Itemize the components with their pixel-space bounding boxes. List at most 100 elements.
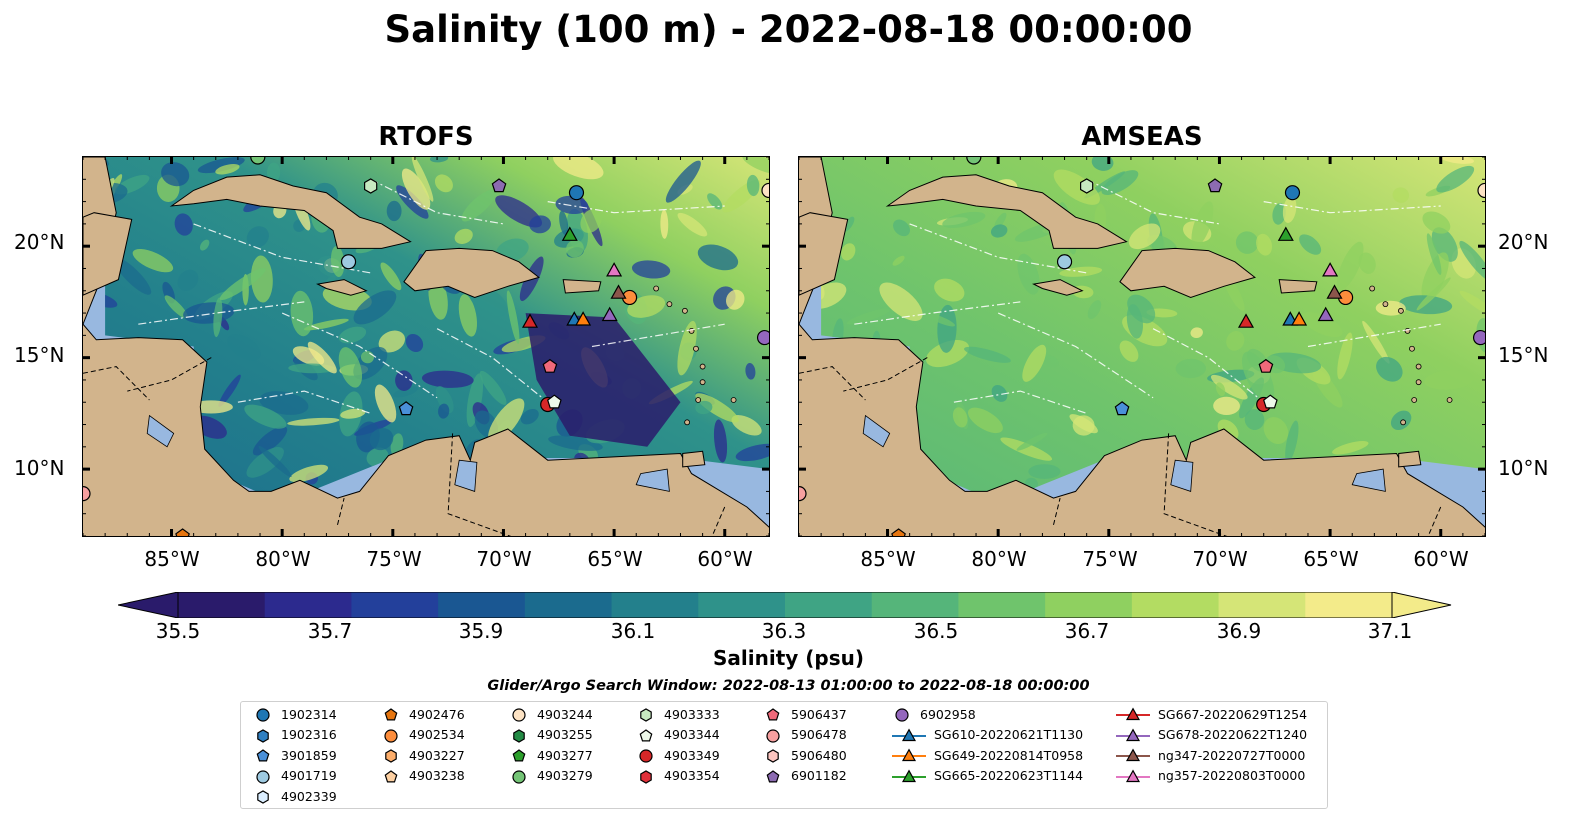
- marker-6901182[interactable]: [491, 178, 507, 193]
- marker-4903344[interactable]: [1262, 394, 1278, 409]
- marker-4901719[interactable]: [1056, 254, 1073, 270]
- legend-label: 4902339: [281, 788, 337, 804]
- legend-item: 4903277: [509, 745, 593, 765]
- legend-marker-4903349[interactable]: [639, 749, 653, 763]
- colorbar-tick-label: 37.1: [1367, 619, 1413, 643]
- marker-SG665-20220623T1144[interactable]: [1277, 226, 1294, 241]
- marker-4903344[interactable]: [546, 394, 562, 409]
- marker-1902314[interactable]: [1284, 185, 1301, 201]
- legend-marker-4903227[interactable]: [385, 749, 397, 763]
- circle-marker-icon: [512, 769, 526, 784]
- marker-SG665-20220623T1144[interactable]: [561, 226, 578, 241]
- legend-item: 4902476: [381, 704, 465, 724]
- marker-3901859[interactable]: [1114, 401, 1130, 416]
- legend-marker-SG665-20220623T1144[interactable]: [901, 768, 917, 782]
- lon-tick-label: 85°W: [860, 547, 916, 571]
- marker-4902476[interactable]: [891, 528, 906, 536]
- colorbar-tick-label: 36.3: [761, 619, 807, 643]
- legend-marker-5906480[interactable]: [767, 749, 779, 763]
- marker-3901859[interactable]: [398, 401, 414, 416]
- legend-marker-1902314[interactable]: [256, 708, 270, 722]
- hexagon-marker-icon: [640, 769, 652, 784]
- marker-6902958[interactable]: [1472, 329, 1485, 346]
- colorbar-segment: [438, 592, 526, 618]
- legend-label: SG665-20220623T1144: [934, 768, 1084, 783]
- marker-4903333[interactable]: [364, 178, 378, 194]
- marker-4903244[interactable]: [1477, 182, 1485, 199]
- legend-label: 4903277: [537, 747, 593, 763]
- colorbar-segment: [871, 592, 959, 618]
- legend-label: SG667-20220629T1254: [1158, 706, 1308, 722]
- marker-4901719[interactable]: [340, 254, 357, 270]
- legend-marker-6901182[interactable]: [766, 769, 780, 782]
- legend-marker-SG649-20220814T0958[interactable]: [901, 748, 917, 762]
- marker-5906437[interactable]: [542, 358, 558, 373]
- colorbar-segment: [178, 592, 266, 618]
- legend-marker-4903333[interactable]: [640, 708, 652, 722]
- marker-6901182[interactable]: [1207, 178, 1223, 193]
- legend-marker-4903244[interactable]: [512, 708, 526, 722]
- lon-tick-label: 65°W: [1303, 547, 1359, 571]
- salinity-map-rtofs: [83, 157, 769, 536]
- lat-tick-label: 20°N: [14, 230, 65, 254]
- marker-SG667-20220629T1254[interactable]: [521, 313, 539, 328]
- marker-4903333[interactable]: [1080, 178, 1094, 194]
- legend-label: ng347-20220727T0000: [1158, 747, 1306, 763]
- legend-label: 4903349: [664, 747, 720, 763]
- legend-marker-1902316[interactable]: [257, 728, 269, 743]
- lat-tick-label: 15°N: [1498, 343, 1549, 367]
- hexagon-marker-icon: [767, 749, 779, 763]
- legend-marker-4901719[interactable]: [256, 769, 270, 784]
- marker-SG667-20220629T1254[interactable]: [1237, 313, 1255, 328]
- legend-marker-SG610-20220621T1130[interactable]: [901, 727, 917, 741]
- legend-label: 4902534: [409, 727, 465, 742]
- marker-6902958[interactable]: [756, 329, 769, 346]
- marker-ng347-20220727T0000[interactable]: [1326, 284, 1343, 299]
- marker-5906478[interactable]: [799, 486, 807, 502]
- marker-ng357-20220803T0000[interactable]: [1322, 262, 1339, 277]
- legend-label: 1902314: [281, 706, 337, 722]
- legend-marker-4902339[interactable]: [257, 790, 269, 804]
- legend-label: 3901859: [281, 747, 337, 763]
- legend-marker-3901859[interactable]: [256, 749, 270, 762]
- marker-4903244[interactable]: [761, 182, 769, 199]
- legend-marker-4903354[interactable]: [640, 769, 652, 784]
- triangle-line-marker-icon: [892, 768, 926, 782]
- marker-ng347-20220727T0000[interactable]: [610, 284, 627, 299]
- lon-tick-label: 70°W: [1192, 547, 1248, 571]
- legend-marker-SG678-20220622T1240[interactable]: [1125, 727, 1141, 741]
- marker-SG649-20220814T0958[interactable]: [1291, 311, 1308, 326]
- legend-label: 4903333: [664, 706, 720, 722]
- map-panel-amseas[interactable]: [798, 156, 1486, 537]
- legend-marker-4903238[interactable]: [384, 769, 398, 782]
- legend-marker-ng357-20220803T0000[interactable]: [1125, 768, 1141, 782]
- legend-marker-4903277[interactable]: [512, 749, 526, 762]
- marker-5906478[interactable]: [83, 486, 91, 502]
- legend-marker-4902534[interactable]: [384, 728, 398, 743]
- marker-ng357-20220803T0000[interactable]: [606, 262, 623, 277]
- legend-marker-SG667-20220629T1254[interactable]: [1125, 707, 1141, 721]
- circle-marker-icon: [639, 749, 653, 763]
- legend-marker-5906478[interactable]: [766, 728, 780, 743]
- legend-item: ng357-20220803T0000: [1116, 766, 1305, 786]
- marker-SG649-20220814T0958[interactable]: [575, 311, 592, 326]
- legend-marker-ng347-20220727T0000[interactable]: [1125, 748, 1141, 762]
- marker-SG678-20220622T1240[interactable]: [601, 306, 618, 322]
- marker-4903279[interactable]: [250, 157, 266, 165]
- legend-marker-4903344[interactable]: [639, 728, 653, 741]
- legend-marker-4903255[interactable]: [513, 728, 525, 743]
- legend-marker-6902958[interactable]: [895, 708, 909, 722]
- legend-marker-4902476[interactable]: [384, 708, 398, 721]
- marker-4903279[interactable]: [966, 157, 982, 165]
- colorbar-segment: [1131, 592, 1220, 618]
- colorbar-segment: [264, 592, 352, 618]
- map-panel-rtofs[interactable]: [82, 156, 770, 537]
- marker-1902314[interactable]: [568, 185, 585, 201]
- marker-SG678-20220622T1240[interactable]: [1317, 306, 1334, 322]
- marker-4902476[interactable]: [175, 528, 190, 536]
- circle-marker-icon: [895, 708, 909, 722]
- legend-marker-4903279[interactable]: [512, 769, 526, 784]
- legend-marker-5906437[interactable]: [766, 708, 780, 721]
- legend-item: 4903349: [636, 745, 720, 765]
- marker-5906437[interactable]: [1258, 358, 1274, 373]
